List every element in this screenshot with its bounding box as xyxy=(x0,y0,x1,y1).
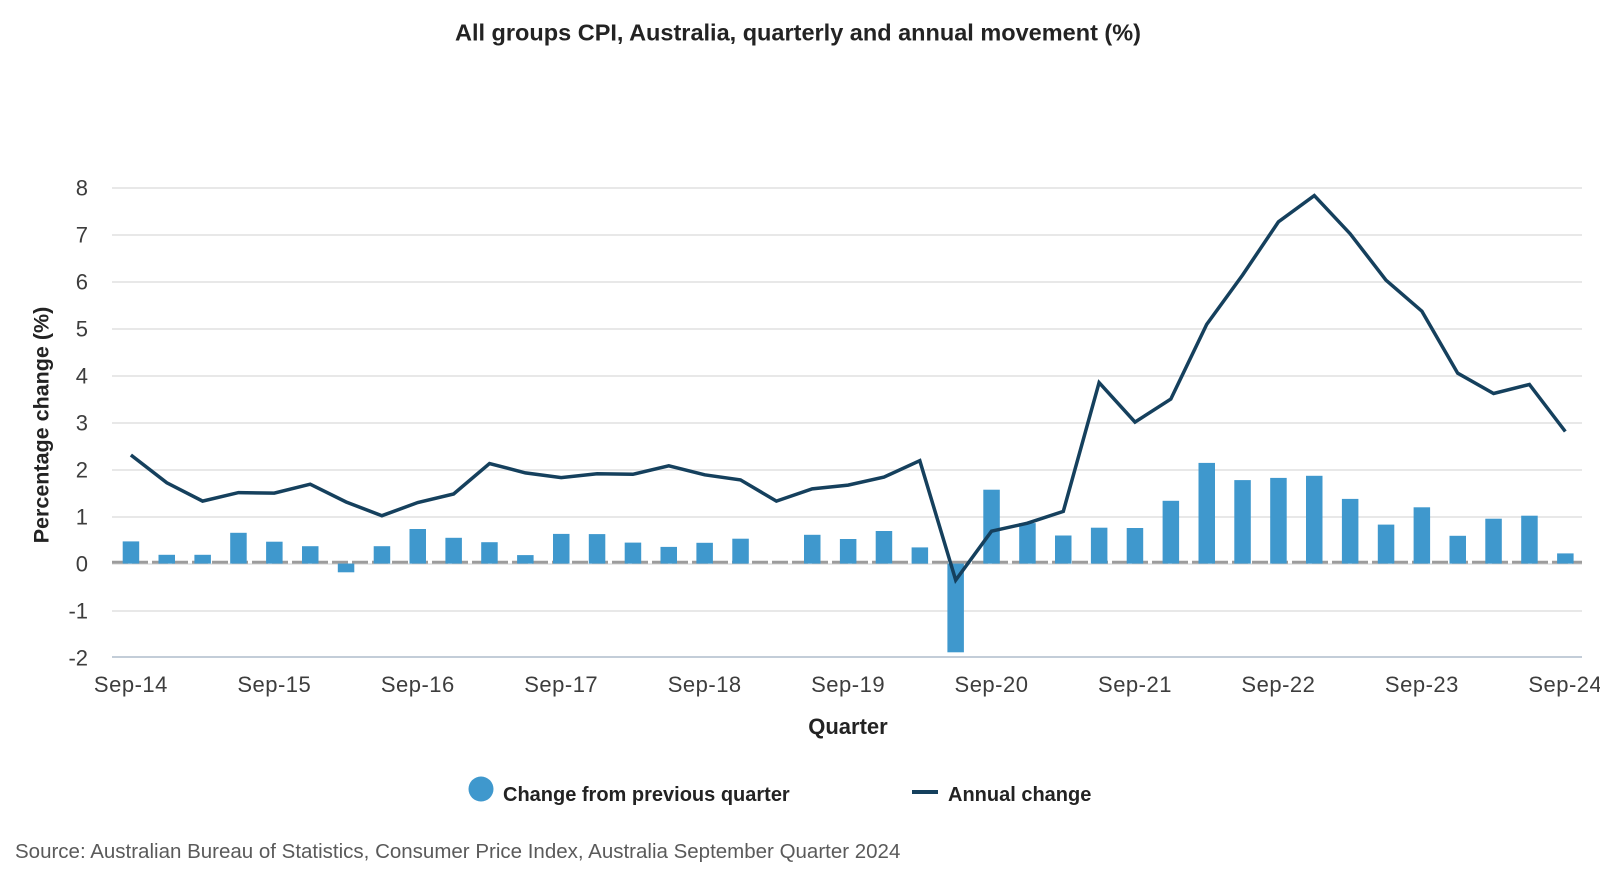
svg-text:3: 3 xyxy=(76,411,88,436)
svg-text:Sep-16: Sep-16 xyxy=(381,672,455,697)
svg-text:Change from previous quarter: Change from previous quarter xyxy=(503,784,790,806)
svg-text:-1: -1 xyxy=(68,599,88,624)
svg-text:6: 6 xyxy=(76,270,88,295)
svg-text:Sep-18: Sep-18 xyxy=(668,672,742,697)
svg-text:-2: -2 xyxy=(68,646,88,671)
svg-text:Sep-15: Sep-15 xyxy=(237,672,311,697)
svg-text:0: 0 xyxy=(76,552,88,577)
svg-text:Quarter: Quarter xyxy=(808,714,888,739)
svg-text:5: 5 xyxy=(76,317,88,342)
svg-text:Percentage change (%): Percentage change (%) xyxy=(30,307,54,544)
svg-text:Sep-21: Sep-21 xyxy=(1098,672,1172,697)
svg-text:All groups CPI, Australia, qua: All groups CPI, Australia, quarterly and… xyxy=(455,20,1141,46)
svg-text:1: 1 xyxy=(76,505,88,530)
svg-text:Sep-17: Sep-17 xyxy=(524,672,598,697)
svg-text:7: 7 xyxy=(76,223,88,248)
svg-text:2: 2 xyxy=(76,458,88,483)
svg-text:Sep-22: Sep-22 xyxy=(1241,672,1315,697)
svg-text:4: 4 xyxy=(76,364,88,389)
svg-text:8: 8 xyxy=(76,176,88,201)
svg-text:Sep-19: Sep-19 xyxy=(811,672,885,697)
svg-text:Sep-20: Sep-20 xyxy=(955,672,1029,697)
svg-text:Sep-14: Sep-14 xyxy=(94,672,168,697)
svg-text:Annual change: Annual change xyxy=(948,784,1091,806)
svg-text:Sep-23: Sep-23 xyxy=(1385,672,1459,697)
svg-text:Sep-24: Sep-24 xyxy=(1528,672,1600,697)
svg-text:Source: Australian Bureau of S: Source: Australian Bureau of Statistics,… xyxy=(15,840,900,863)
